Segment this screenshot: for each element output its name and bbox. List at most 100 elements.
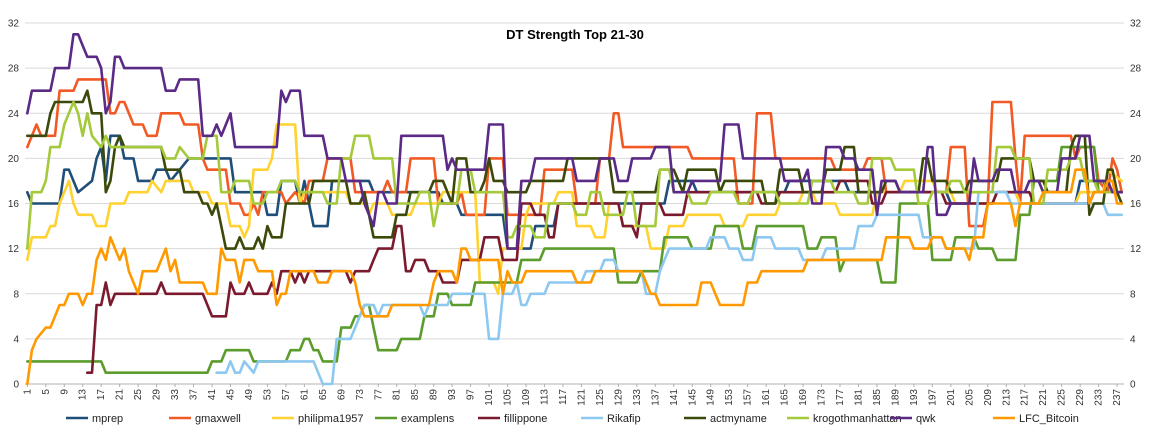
x-tick-label: 169 bbox=[798, 389, 809, 406]
x-tick-label: 25 bbox=[133, 389, 144, 401]
x-tick-label: 101 bbox=[484, 389, 495, 406]
x-tick-label: 217 bbox=[1020, 389, 1031, 406]
x-tick-label: 185 bbox=[872, 389, 883, 406]
x-tick-label: 41 bbox=[207, 389, 218, 401]
legend-label: krogothmanhattan bbox=[813, 413, 902, 425]
x-tick-label: 17 bbox=[96, 389, 107, 401]
series-lines bbox=[26, 33, 1123, 386]
series-line-krogothmanhattan bbox=[26, 100, 1123, 250]
x-tick-label: 113 bbox=[539, 389, 550, 405]
y-tick-label-right: 8 bbox=[1130, 289, 1136, 300]
x-tick-label: 1 bbox=[22, 389, 33, 395]
x-tick-label: 49 bbox=[244, 389, 255, 401]
y-tick-label-right: 16 bbox=[1130, 199, 1142, 210]
legend-label: Rikafip bbox=[607, 413, 641, 425]
y-tick-label-left: 28 bbox=[8, 64, 20, 75]
x-tick-label: 21 bbox=[115, 389, 126, 401]
y-tick-label-right: 12 bbox=[1130, 244, 1142, 255]
x-tick-label: 205 bbox=[964, 389, 975, 406]
y-tick-label-left: 32 bbox=[8, 19, 20, 30]
x-tick-label: 65 bbox=[318, 389, 329, 401]
x-tick-label: 73 bbox=[355, 389, 366, 401]
x-tick-label: 209 bbox=[983, 389, 994, 406]
series-line-actmyname bbox=[26, 89, 1123, 250]
x-tick-label: 61 bbox=[299, 389, 310, 401]
x-tick-label: 137 bbox=[650, 389, 661, 406]
x-tick-label: 233 bbox=[1094, 389, 1105, 406]
x-tick-label: 97 bbox=[466, 389, 477, 401]
x-tick-label: 125 bbox=[595, 389, 606, 406]
x-tick-label: 213 bbox=[1001, 389, 1012, 406]
x-tick-label: 133 bbox=[632, 389, 643, 406]
x-tick-label: 149 bbox=[706, 389, 717, 406]
x-tick-label: 193 bbox=[909, 389, 920, 406]
chart-title: DT Strength Top 21-30 bbox=[506, 27, 644, 42]
x-axis: 1 5 9 13 17 21 25 29 33 37 41 45 49 53 57 61 65 69 73 77 81 8… bbox=[22, 384, 1123, 406]
x-tick-label: 173 bbox=[817, 389, 828, 406]
series-line-philipma1957 bbox=[26, 123, 1123, 296]
y-tick-label-right: 4 bbox=[1130, 334, 1136, 345]
x-tick-label: 5 bbox=[41, 389, 52, 395]
x-tick-label: 89 bbox=[429, 389, 440, 401]
x-tick-label: 13 bbox=[78, 389, 89, 401]
x-tick-label: 33 bbox=[170, 389, 181, 401]
x-tick-label: 229 bbox=[1075, 389, 1086, 406]
x-tick-label: 177 bbox=[835, 389, 846, 406]
x-tick-label: 145 bbox=[687, 389, 698, 406]
legend-label: qwk bbox=[916, 413, 936, 425]
x-tick-label: 129 bbox=[613, 389, 624, 406]
y-tick-label-right: 28 bbox=[1130, 64, 1142, 75]
x-tick-label: 117 bbox=[558, 389, 569, 405]
x-tick-label: 109 bbox=[521, 389, 532, 406]
x-tick-label: 93 bbox=[447, 389, 458, 401]
x-tick-label: 57 bbox=[281, 389, 292, 401]
legend-label: fillippone bbox=[504, 413, 547, 425]
y-tick-label-left: 16 bbox=[8, 199, 20, 210]
y-tick-label-left: 24 bbox=[8, 109, 20, 120]
x-tick-label: 181 bbox=[853, 389, 864, 406]
y-tick-label-left: 12 bbox=[8, 244, 20, 255]
x-tick-label: 69 bbox=[336, 389, 347, 401]
y-tick-label-left: 4 bbox=[13, 334, 19, 345]
x-tick-label: 221 bbox=[1038, 389, 1049, 406]
x-tick-label: 189 bbox=[890, 389, 901, 406]
y-tick-label-left: 8 bbox=[13, 289, 19, 300]
series-line-rikafip bbox=[215, 190, 1123, 386]
x-tick-label: 141 bbox=[669, 389, 680, 406]
x-tick-label: 121 bbox=[576, 389, 587, 406]
y-tick-label-left: 20 bbox=[8, 154, 20, 165]
x-tick-label: 9 bbox=[59, 389, 70, 395]
legend: mprep gmaxwell philipma1957 examplens fillip… bbox=[66, 413, 1079, 425]
x-tick-label: 81 bbox=[392, 389, 403, 401]
legend-label: examplens bbox=[401, 413, 455, 425]
x-tick-label: 157 bbox=[743, 389, 754, 406]
y-tick-label-right: 20 bbox=[1130, 154, 1142, 165]
x-tick-label: 225 bbox=[1057, 389, 1068, 406]
legend-label: actmyname bbox=[710, 413, 767, 425]
x-tick-label: 85 bbox=[410, 389, 421, 401]
legend-label: philipma1957 bbox=[298, 413, 363, 425]
x-tick-label: 153 bbox=[724, 389, 735, 406]
y-tick-label-left: 0 bbox=[13, 380, 19, 391]
x-tick-label: 201 bbox=[946, 389, 957, 406]
series-line-qwk bbox=[26, 33, 1123, 250]
y-axis-right: 0 4 8 12 16 20 24 28 32 bbox=[1130, 19, 1142, 391]
x-tick-label: 53 bbox=[262, 389, 273, 401]
x-tick-label: 165 bbox=[780, 389, 791, 406]
x-tick-label: 29 bbox=[152, 389, 163, 401]
y-tick-label-right: 0 bbox=[1130, 380, 1136, 391]
y-axis-left: 0 4 8 12 16 20 24 28 32 bbox=[8, 19, 20, 391]
legend-label: LFC_Bitcoin bbox=[1019, 413, 1079, 425]
x-tick-label: 161 bbox=[761, 389, 772, 406]
x-tick-label: 237 bbox=[1112, 389, 1123, 406]
y-tick-label-right: 24 bbox=[1130, 109, 1142, 120]
x-tick-label: 77 bbox=[373, 389, 384, 401]
x-tick-label: 37 bbox=[189, 389, 200, 401]
series-line-lfc-bitcoin bbox=[26, 168, 1123, 386]
legend-label: mprep bbox=[92, 413, 123, 425]
x-tick-label: 45 bbox=[225, 389, 236, 401]
y-tick-label-right: 32 bbox=[1130, 19, 1142, 30]
legend-label: gmaxwell bbox=[195, 413, 241, 425]
x-tick-label: 105 bbox=[503, 389, 514, 406]
